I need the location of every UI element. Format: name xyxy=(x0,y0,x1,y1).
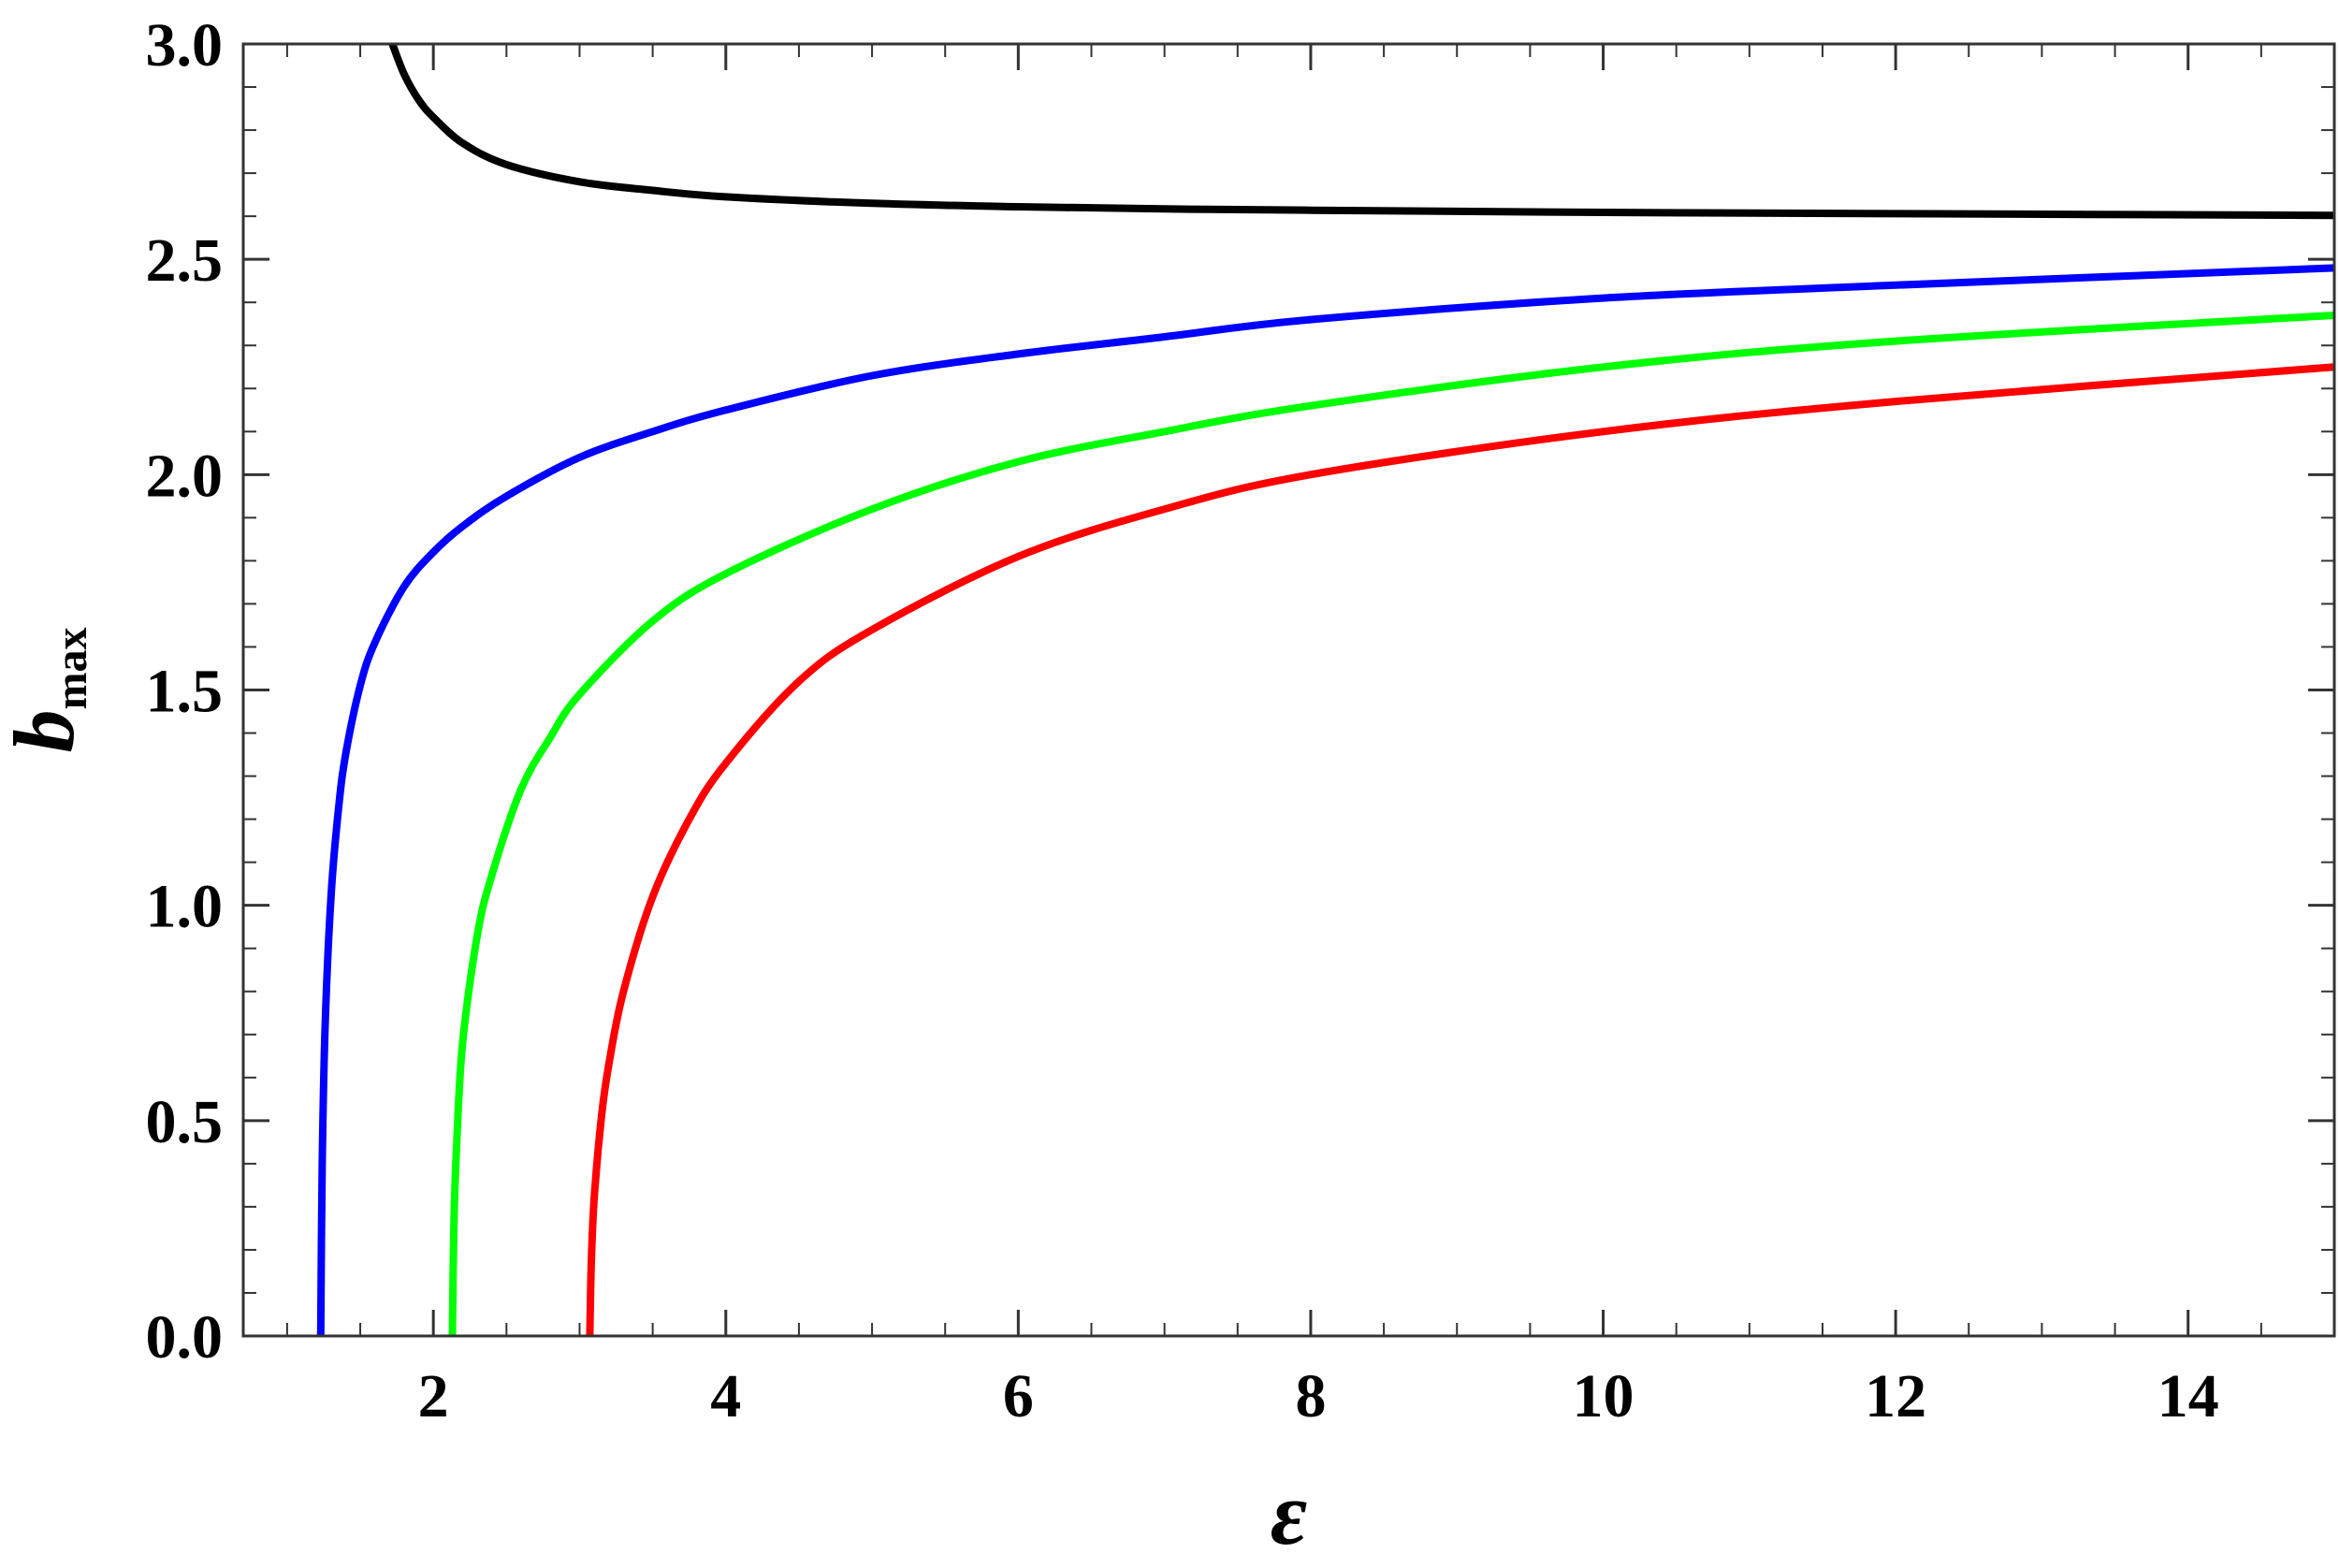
x-tick-label: 12 xyxy=(1865,1362,1926,1430)
y-tick-label: 0.5 xyxy=(146,1088,224,1156)
x-tick-label: 6 xyxy=(1003,1362,1034,1430)
x-tick-label: 8 xyxy=(1295,1362,1326,1430)
series-layer xyxy=(316,42,2335,1337)
y-tick-label: 1.5 xyxy=(146,658,224,726)
x-tick-label: 10 xyxy=(1573,1362,1634,1430)
major-ticks xyxy=(243,42,2334,1338)
x-tick-label: 14 xyxy=(2157,1362,2219,1430)
series-line-1 xyxy=(388,42,2335,220)
x-tick-label: 2 xyxy=(418,1362,449,1430)
y-axis-title: bmax xyxy=(0,628,96,753)
y-tick-label: 0.0 xyxy=(146,1303,224,1372)
y-tick-label: 3.0 xyxy=(146,11,224,80)
x-axis-title: ε xyxy=(1271,1463,1307,1563)
y-tick-label: 2.0 xyxy=(146,442,224,510)
plot-frame xyxy=(241,42,2336,1338)
series-line-2 xyxy=(316,264,2335,1337)
y-axis-title-main: b xyxy=(0,709,92,752)
series-line-4 xyxy=(586,363,2335,1337)
y-axis-title-sub: max xyxy=(47,628,96,710)
y-tick-label: 1.0 xyxy=(146,873,224,941)
x-tick-label: 4 xyxy=(710,1362,741,1430)
minor-ticks xyxy=(243,44,2335,1336)
tick-labels: 2 4 6 8 10 12 14 0.0 0.5 1.0 1.5 2.0 2.5 3.0 xyxy=(146,11,2219,1430)
series-line-3 xyxy=(448,312,2335,1337)
y-tick-label: 2.5 xyxy=(146,226,224,295)
